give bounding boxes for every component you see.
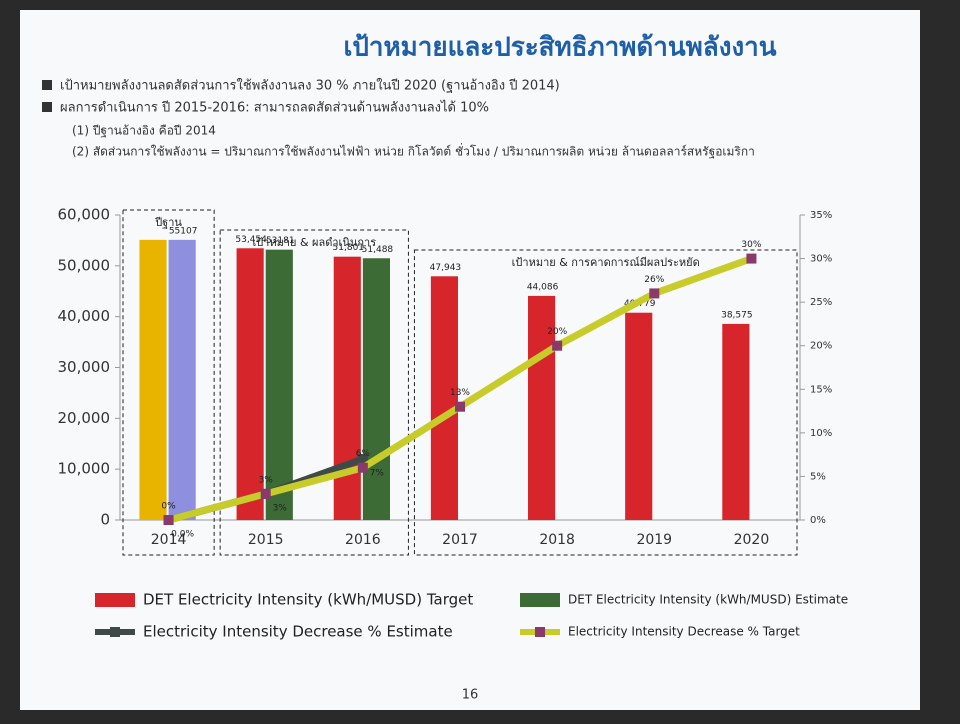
legend-label: Electricity Intensity Decrease % Estimat… bbox=[143, 623, 453, 641]
group-label: เป้าหมาย & ผลดำเนินการ bbox=[252, 236, 376, 249]
data-label: 44,086 bbox=[527, 282, 559, 292]
bar bbox=[168, 239, 196, 521]
data-label: 51,801 bbox=[333, 243, 365, 253]
data-label: 30% bbox=[741, 240, 761, 250]
y2-tick-label: 5% bbox=[810, 471, 826, 482]
y-tick-label: 60,000 bbox=[58, 206, 111, 224]
y-tick-label: 10,000 bbox=[58, 460, 111, 478]
y-tick-label: 20,000 bbox=[58, 409, 111, 427]
line-marker bbox=[649, 288, 660, 299]
y2-tick-label: 20% bbox=[810, 341, 832, 352]
bullet-square bbox=[42, 102, 52, 112]
x-tick-label: 2017 bbox=[442, 532, 478, 548]
group-box bbox=[122, 209, 215, 556]
x-tick-label: 2016 bbox=[345, 532, 381, 548]
bullet-text: เป้าหมายพลังงานลดสัดส่วนการใช้พลังงานลง … bbox=[60, 78, 560, 94]
line-marker bbox=[357, 462, 368, 473]
legend-swatch-marker bbox=[535, 627, 545, 637]
bar bbox=[430, 276, 458, 520]
data-label: 6% bbox=[356, 449, 371, 459]
group-label: เป้าหมาย & การคาดการณ์มีผลประหยัด bbox=[512, 256, 700, 269]
data-label: 38,575 bbox=[721, 310, 753, 320]
data-label: 26% bbox=[644, 275, 664, 285]
y-tick-label: 50,000 bbox=[58, 256, 111, 274]
y2-tick-label: 15% bbox=[810, 384, 832, 395]
y-tick-label: 40,000 bbox=[58, 307, 111, 325]
data-label: 47,943 bbox=[430, 263, 462, 273]
x-tick-label: 2019 bbox=[636, 532, 672, 548]
legend-swatch bbox=[95, 593, 135, 607]
data-label: 53,454 bbox=[235, 235, 267, 245]
data-label: 53181 bbox=[266, 236, 295, 246]
data-label: 0.0% bbox=[171, 530, 194, 540]
legend-swatch bbox=[520, 593, 560, 607]
line-marker bbox=[455, 401, 465, 412]
slide-title: เป้าหมายและประสิทธิภาพด้านพลังงาน bbox=[343, 33, 776, 63]
data-label: 13% bbox=[450, 388, 470, 398]
line-marker bbox=[260, 488, 271, 499]
note-text: (2) สัดส่วนการใช้พลังงาน = ปริมาณการใช้พ… bbox=[72, 143, 755, 159]
bar bbox=[236, 248, 264, 520]
group-box bbox=[219, 229, 409, 556]
y-tick-label: 30,000 bbox=[58, 358, 111, 376]
legend-label: DET Electricity Intensity (kWh/MUSD) Tar… bbox=[143, 591, 473, 609]
legend-label: Electricity Intensity Decrease % Target bbox=[568, 625, 800, 639]
bar bbox=[139, 239, 167, 521]
x-tick-label: 2018 bbox=[539, 532, 575, 548]
bullet-square bbox=[42, 80, 52, 90]
bar bbox=[722, 323, 750, 520]
y2-tick-label: 10% bbox=[810, 428, 832, 439]
x-tick-label: 2015 bbox=[248, 532, 284, 548]
y-tick-label: 0 bbox=[100, 511, 110, 529]
data-label: 7% bbox=[370, 469, 385, 479]
bar bbox=[362, 258, 390, 520]
data-label: 20% bbox=[547, 327, 567, 337]
group-label: ปีฐาน bbox=[154, 216, 182, 229]
legend-label: DET Electricity Intensity (kWh/MUSD) Est… bbox=[568, 593, 848, 607]
y2-tick-label: 0% bbox=[810, 515, 826, 526]
bullet-text: ผลการดำเนินการ ปี 2015-2016: สามารถลดสัด… bbox=[60, 100, 489, 116]
bar bbox=[528, 295, 556, 520]
line-marker bbox=[163, 515, 174, 525]
data-label: 3% bbox=[273, 503, 288, 513]
legend-swatch-marker bbox=[110, 627, 120, 637]
y2-tick-label: 25% bbox=[810, 297, 832, 308]
bar bbox=[625, 312, 653, 520]
bar bbox=[265, 249, 293, 520]
group-box bbox=[413, 249, 798, 556]
line-marker bbox=[357, 454, 368, 464]
data-label: 51,488 bbox=[362, 245, 394, 255]
page-number: 16 bbox=[462, 688, 479, 703]
data-label: 0% bbox=[161, 502, 176, 512]
bar bbox=[333, 256, 361, 520]
x-tick-label: 2020 bbox=[734, 532, 770, 548]
y2-tick-label: 30% bbox=[810, 254, 832, 265]
data-label: 3% bbox=[259, 475, 274, 485]
note-text: (1) ปีฐานอ้างอิง คือปี 2014 bbox=[72, 124, 216, 138]
data-label: 55107 bbox=[169, 226, 198, 236]
x-tick-label: 2014 bbox=[151, 532, 187, 548]
y2-tick-label: 35% bbox=[810, 210, 832, 221]
line-marker bbox=[746, 253, 757, 264]
line-marker bbox=[552, 340, 563, 351]
